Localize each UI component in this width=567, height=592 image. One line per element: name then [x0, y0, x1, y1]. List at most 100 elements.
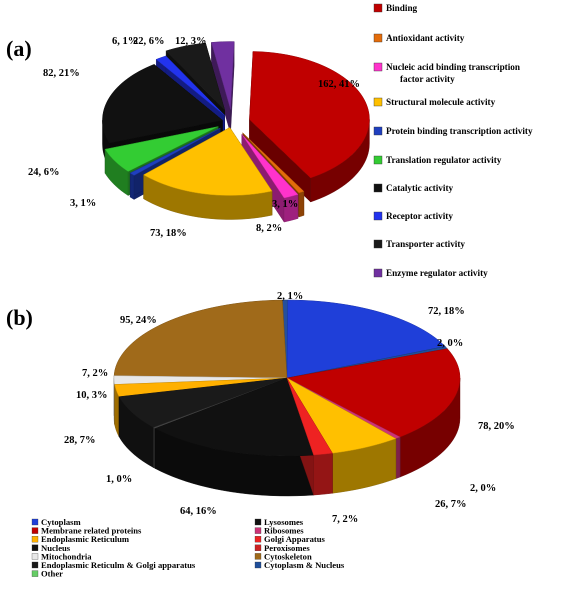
legend-label: Membrane related proteins	[41, 526, 142, 536]
legend-label: Other	[41, 569, 63, 579]
legend-b-item-endoplasmic-reticulum: Endoplasmic Reticulum	[31, 534, 130, 544]
legend-b-item-membrane-related-proteins: Membrane related proteins	[31, 526, 142, 536]
pie-a-label-binding: 162, 41%	[318, 79, 360, 90]
legend-swatch	[31, 561, 39, 569]
legend-swatch	[31, 553, 39, 560]
pie-chart-b	[113, 299, 461, 497]
legend-label: Receptor activity	[386, 211, 453, 221]
pie-b-label-cytoplasm-and-nucleus: 2, 0%	[437, 338, 463, 349]
data-labels-a: 162, 41% 3, 1% 8, 2% 73, 18% 3, 1% 24, 6% 82, …	[28, 36, 360, 239]
legend-b-item-cytoplasm: Cytoplasm	[31, 517, 81, 527]
legend-label: Catalytic activity	[386, 183, 454, 193]
legend-swatch	[373, 239, 383, 249]
legend-b-item-peroxisomes: Peroxisomes	[254, 543, 310, 553]
legend-swatch	[373, 33, 383, 43]
legend-label: Lysosomes	[264, 517, 304, 527]
legend-swatch	[254, 527, 262, 534]
pie-a-label-antioxidant-activity: 3, 1%	[272, 199, 298, 210]
pie-b-label-mitochondria: 7, 2%	[82, 368, 108, 379]
pie-b-label-golgi-apparatus: 7, 2%	[332, 514, 358, 525]
legend-swatch	[373, 3, 383, 13]
legend-b-item-golgi-apparatus: Golgi Apparatus	[254, 534, 326, 544]
legend-swatch	[31, 536, 39, 543]
legend-b-item-mitochondria: Mitochondria	[31, 551, 92, 561]
legend-b-item-ribosomes: Ribosomes	[254, 526, 304, 536]
legend-a-item-protein-binding-transcription-activity: Protein binding transcription activity	[373, 126, 533, 136]
legend-a-item-translation-regulator-activity: Translation regulator activity	[373, 155, 502, 165]
legend-swatch	[254, 536, 262, 543]
pie-a-label-nucleic-acid-binding-transcription-factor-activity: 8, 2%	[256, 223, 282, 234]
legend-label: Binding	[386, 3, 418, 13]
pie-a-label-enzyme-regulator-activity: 12, 3%	[175, 36, 207, 47]
legend-label: Cytoplasm	[41, 517, 81, 527]
legend-swatch	[31, 570, 39, 577]
legend-swatch	[373, 183, 383, 193]
legend-a-item-receptor-activity: Receptor activity	[373, 211, 453, 221]
legend-a-item-nucleic-acid-binding-transcription-factor-activity: Nucleic acid binding transcription factor…	[373, 62, 520, 84]
legend-a-item-catalytic-activity: Catalytic activity	[373, 183, 454, 193]
legend-a-item-structural-molecule-activity: Structural molecule activity	[373, 97, 496, 107]
legend-swatch	[31, 518, 39, 526]
pie-b-label-peroxisomes: 64, 16%	[180, 506, 217, 517]
legend-swatch	[254, 544, 262, 551]
legend-swatch	[31, 544, 39, 551]
pie-b-label-membrane-related-proteins: 78, 20%	[478, 421, 515, 432]
legend-swatch	[373, 97, 383, 107]
pie-b-label-endoplasmic-reticulm-and-golgi-apparatus: 95, 24%	[120, 315, 157, 326]
legend-label: Cytoskeleton	[264, 551, 312, 561]
data-labels-b: 72, 18%2, 0%78, 20%2, 0%26, 7%7, 2%64, 1…	[64, 291, 515, 525]
legend-swatch	[254, 553, 262, 560]
pie-b-label-nucleus: 28, 7%	[64, 435, 96, 446]
legend-label: Nucleus	[41, 543, 71, 553]
legend-label: Translation regulator activity	[386, 155, 502, 165]
legend-b-item-nucleus: Nucleus	[31, 543, 71, 553]
pie-a-label-catalytic-activity: 82, 21%	[43, 68, 80, 79]
pie-b-label-ribosomes: 2, 0%	[470, 483, 496, 494]
legend-b-item-other: Other	[31, 569, 63, 579]
legend-label: Cytoplasm & Nucleus	[264, 560, 345, 570]
panel-a-label: (a)	[6, 36, 32, 61]
legend-a-item-antioxidant-activity: Antioxidant activity	[373, 33, 465, 43]
legend-a-item-binding: Binding	[373, 3, 418, 13]
legend-label: Peroxisomes	[264, 543, 310, 553]
legend-swatch	[373, 126, 383, 136]
legend-a-item-enzyme-regulator-activity: Enzyme regulator activity	[373, 268, 488, 278]
legend-label: Protein binding transcription activity	[386, 126, 533, 136]
legend-label: Endoplasmic Reticulum	[41, 534, 130, 544]
pie-a-label-receptor-activity: 6, 1%	[112, 36, 138, 47]
legend-label: Antioxidant activity	[386, 33, 465, 43]
pie-a-label-protein-binding-transcription-activity: 3, 1%	[70, 198, 96, 209]
legend-swatch	[373, 211, 383, 221]
legend-swatch	[31, 527, 39, 534]
pie-b-label-endoplasmic-reticulum: 10, 3%	[76, 390, 108, 401]
pie-a-label-translation-regulator-activity: 24, 6%	[28, 167, 60, 178]
pie-a-label-structural-molecule-activity: 73, 18%	[150, 228, 187, 239]
legend-swatch	[373, 155, 383, 165]
legend-a: Binding Antioxidant activity Nucleic acid …	[373, 3, 533, 278]
legend-b-item-endoplasmic-reticulm-and-golgi-apparatus: Endoplasmic Reticulm & Golgi apparatus	[31, 560, 196, 570]
legend-swatch	[254, 561, 262, 569]
legend-label: Enzyme regulator activity	[386, 268, 488, 278]
legend-a-item-transporter-activity: Transporter activity	[373, 239, 465, 249]
pie-b-label-cytoskeleton: 26, 7%	[435, 499, 467, 510]
legend-label: Structural molecule activity	[386, 97, 496, 107]
pie-b-label-cytoplasm: 72, 18%	[428, 306, 465, 317]
legend-b-item-lysosomes: Lysosomes	[254, 517, 304, 527]
legend-b-item-cytoplasm-and-nucleus: Cytoplasm & Nucleus	[254, 560, 345, 570]
pie-chart-a	[102, 41, 370, 223]
legend-b: Cytoplasm Lysosomes Membrane related prote…	[31, 517, 345, 579]
pie-a-label-transporter-activity: 22, 6%	[133, 36, 165, 47]
legend-label: Transporter activity	[386, 239, 465, 249]
legend-swatch	[254, 518, 262, 526]
panel-b-label: (b)	[6, 305, 33, 330]
legend-swatch	[373, 268, 383, 278]
legend-label: Ribosomes	[264, 526, 304, 536]
pie-b-label-other: 2, 1%	[277, 291, 303, 302]
legend-b-item-cytoskeleton: Cytoskeleton	[254, 551, 312, 561]
legend-label: Nucleic acid binding transcription factor…	[386, 62, 520, 84]
legend-swatch	[373, 62, 383, 72]
legend-label: Golgi Apparatus	[264, 534, 326, 544]
legend-label: Mitochondria	[41, 551, 92, 561]
legend-label: Endoplasmic Reticulm & Golgi apparatus	[41, 560, 196, 570]
